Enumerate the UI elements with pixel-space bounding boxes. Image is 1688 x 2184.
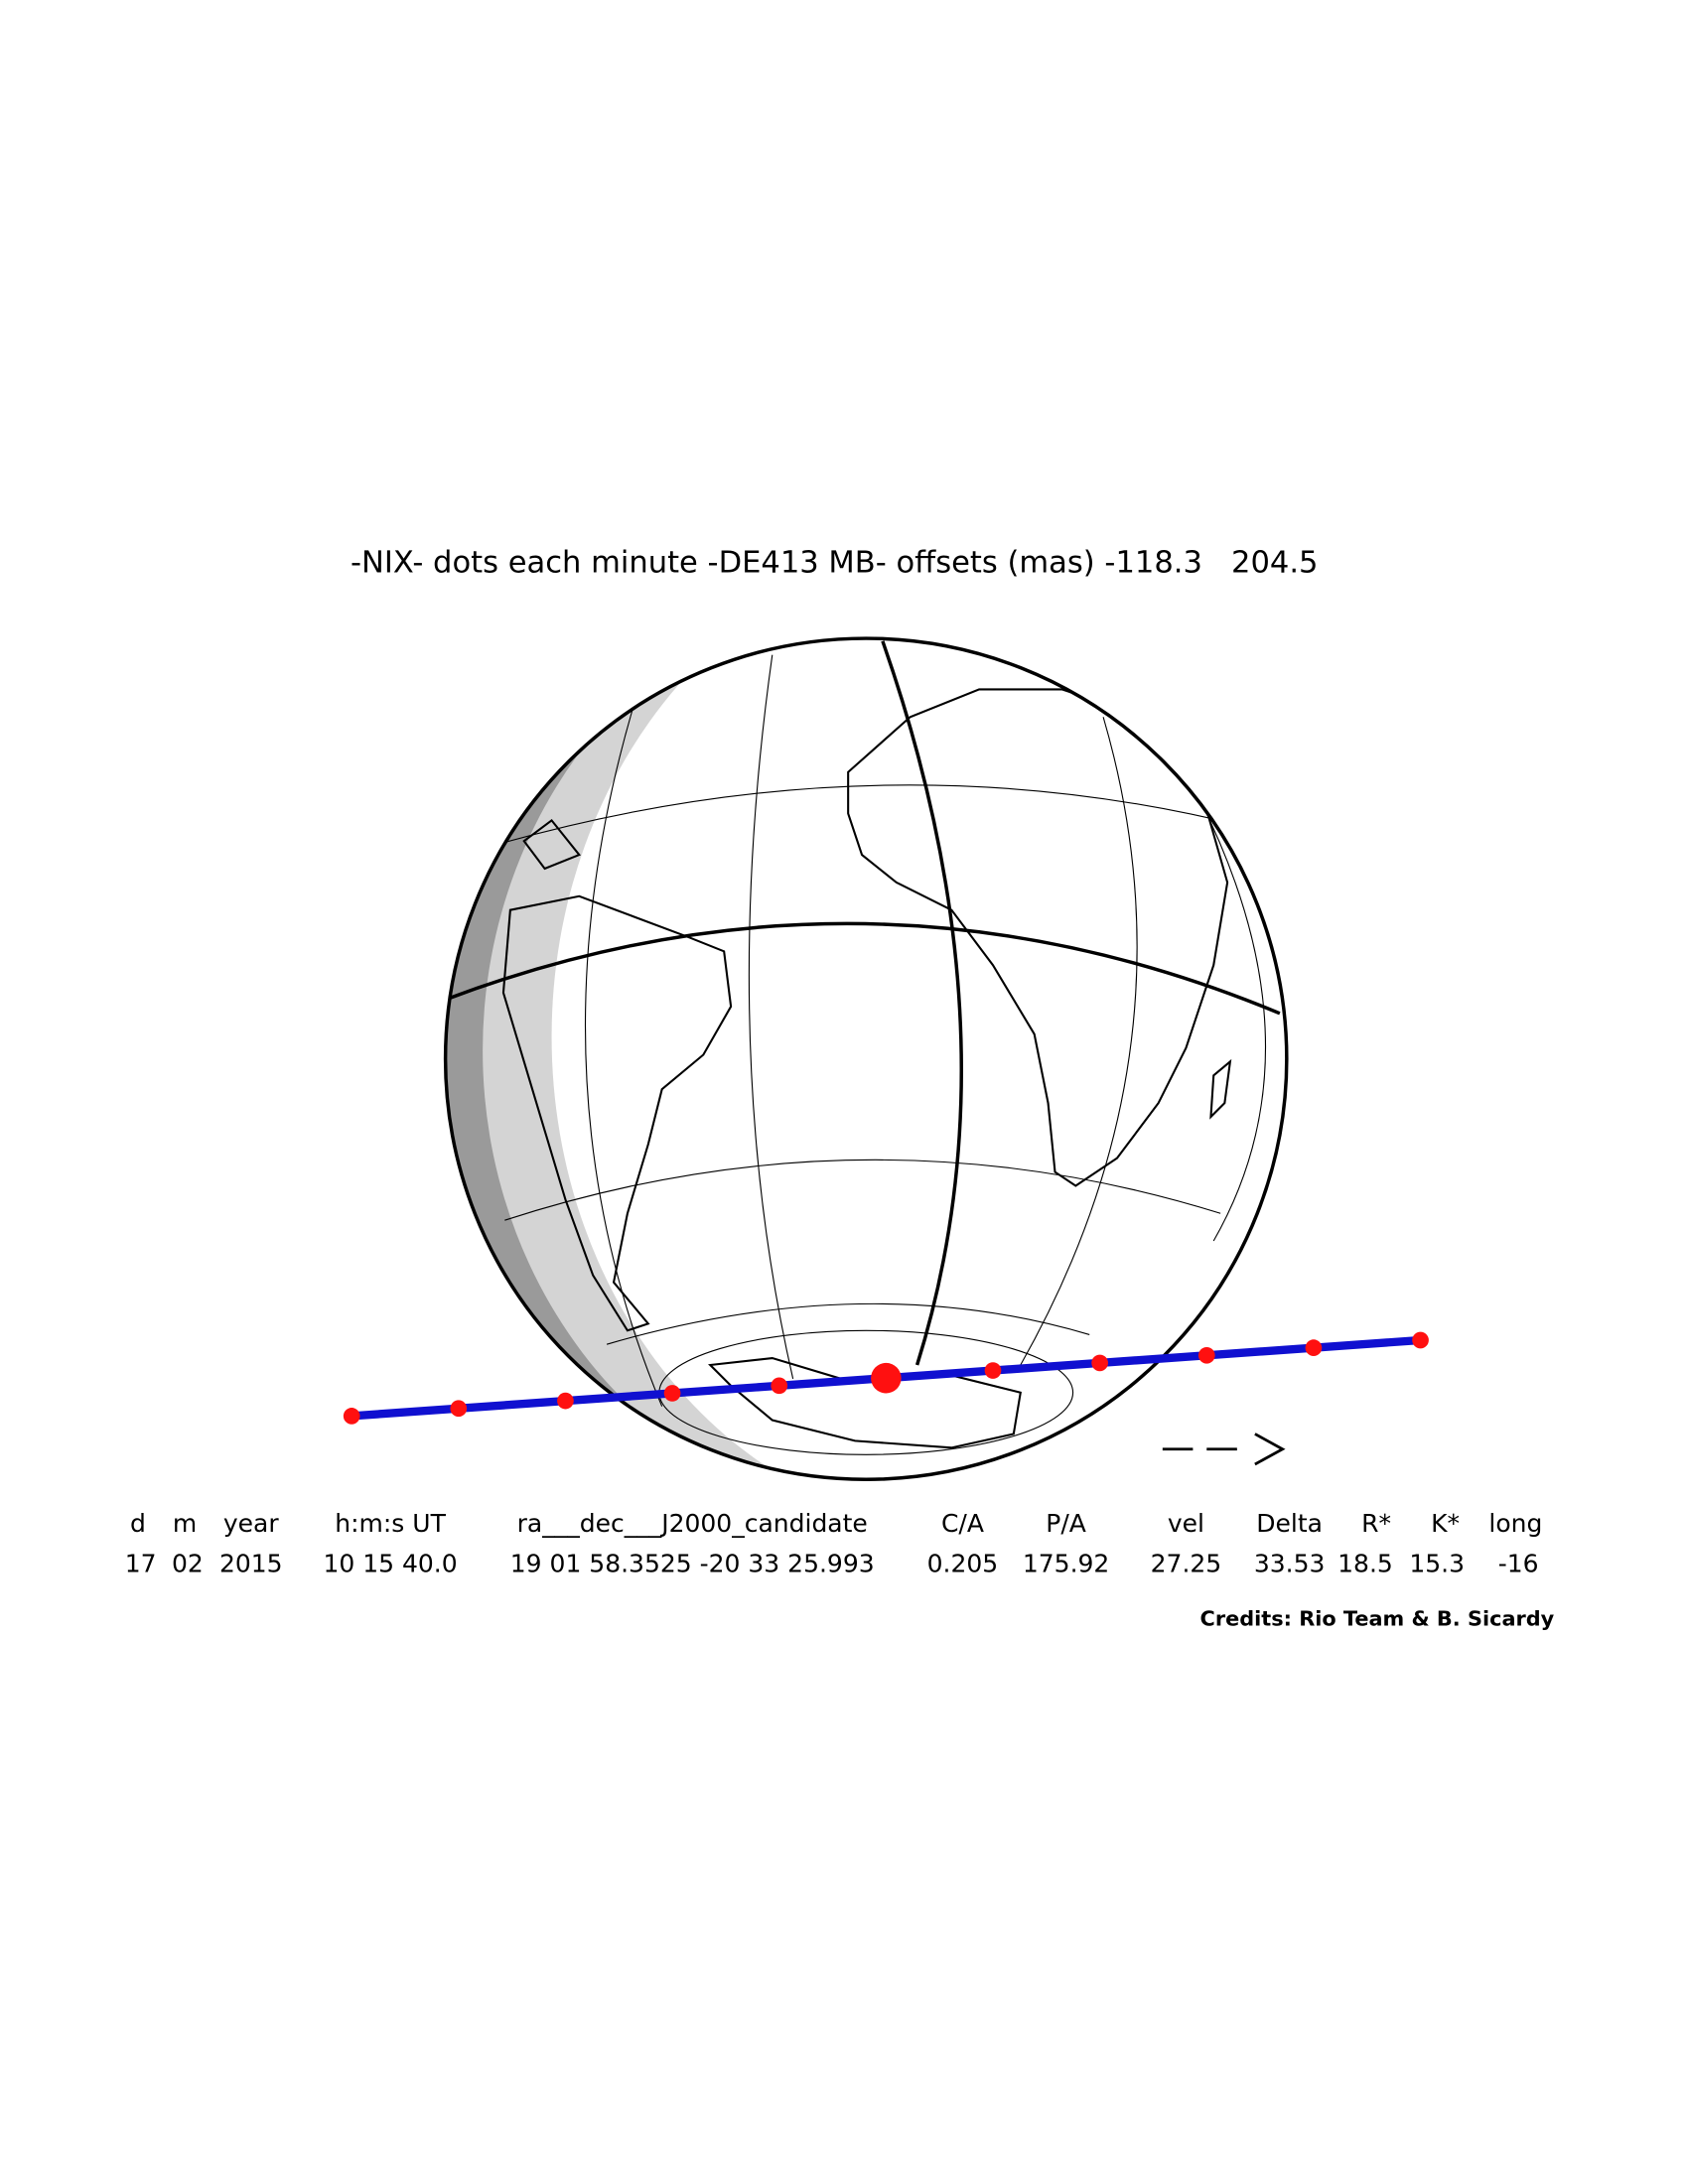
cell: 0.205 [927,1549,999,1577]
minute-dot [1412,1331,1429,1349]
cell: 10 15 40.0 [323,1549,457,1577]
column-header: Delta [1256,1509,1323,1538]
cell: -16 [1498,1549,1539,1577]
minute-dot [984,1362,1002,1379]
column-header: ra___dec___J2000_candidate [517,1509,868,1538]
minute-dots [343,1331,1429,1425]
globe-outline [443,636,1289,1482]
minute-dot [557,1392,574,1410]
cell: 33.53 [1254,1549,1326,1577]
minute-dot [1305,1339,1323,1356]
credits: Credits: Rio Team & B. Sicardy [1200,1606,1555,1630]
equator [445,921,1281,1016]
minute-dot [1197,1346,1215,1364]
column-header: h:m:s UT [335,1509,446,1538]
column-header: m [173,1509,197,1538]
column-header: vel [1168,1509,1204,1538]
minute-dot [663,1385,681,1402]
column-header: d [130,1509,146,1538]
closest-approach-dot [871,1362,902,1394]
direction-arrow [1162,1433,1286,1466]
column-header: P/A [1046,1509,1086,1538]
cell: 175.92 [1023,1549,1109,1577]
occultation-track [343,1331,1429,1425]
cell: 18.5 [1337,1549,1393,1577]
minute-dot [771,1377,788,1395]
graticule [462,654,1267,1455]
column-header: R* [1361,1509,1391,1538]
minute-dot [1091,1354,1108,1372]
event-table: d m year h:m:s UT ra___dec___J2000_candidate… [125,1509,1543,1577]
cell: 2015 [219,1549,283,1577]
column-header: K* [1431,1509,1460,1538]
central-meridian [881,640,963,1366]
globe [445,638,1287,1480]
minute-dot [343,1408,360,1425]
cell: 17 [125,1549,157,1577]
cell: 02 [172,1549,204,1577]
column-header: C/A [941,1509,984,1538]
minute-dot [450,1400,468,1418]
cell: 15.3 [1409,1549,1465,1577]
column-header: year [223,1509,279,1538]
cell: 19 01 58.3525 -20 33 25.993 [510,1549,875,1577]
column-header: long [1488,1509,1542,1538]
map-title: -NIX- dots each minute -DE413 MB- offset… [351,545,1318,580]
cell: 27.25 [1151,1549,1222,1577]
